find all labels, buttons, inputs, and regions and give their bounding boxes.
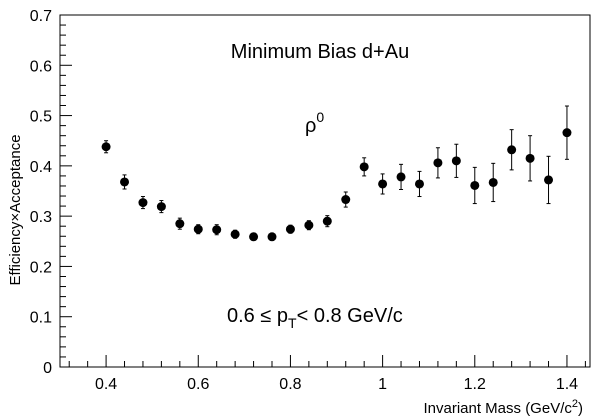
y-tick-label: 0.7 <box>30 8 52 25</box>
data-point <box>488 177 498 187</box>
plot-frame <box>59 14 591 368</box>
data-point <box>544 175 554 185</box>
x-axis-title-main: Invariant Mass (GeV/c <box>423 400 572 417</box>
plot-border <box>59 14 591 368</box>
data-point <box>322 216 332 226</box>
y-tick-label: 0.6 <box>30 58 52 75</box>
x-axis: 0.4 0.6 0.8 1 1.2 1.4 <box>68 355 586 393</box>
x-tick-label: 1 <box>378 376 387 393</box>
pt-subscript: T <box>288 315 297 331</box>
y-tick-label: 0.3 <box>30 209 52 226</box>
data-point <box>414 179 424 189</box>
data-point <box>285 224 295 234</box>
data-point <box>341 195 351 205</box>
data-point <box>562 128 572 138</box>
data-points <box>101 105 572 242</box>
data-point <box>470 180 480 190</box>
y-tick-label: 0.2 <box>30 259 52 276</box>
particle-superscript: 0 <box>316 109 324 125</box>
data-point <box>396 172 406 182</box>
y-tick-label: 0.5 <box>30 109 52 126</box>
data-point <box>120 177 130 187</box>
pt-range-label: 0.6 ≤ pT< 0.8 GeV/c <box>227 305 403 331</box>
data-point <box>507 145 517 155</box>
data-point <box>451 156 461 166</box>
y-tick-label: 0 <box>43 360 52 377</box>
data-point <box>175 219 185 229</box>
x-tick-label: 0.6 <box>187 376 209 393</box>
x-axis-title-end: ) <box>578 400 583 417</box>
y-axis: 0 0.1 0.2 0.3 0.4 0.5 0.6 0.7 <box>30 8 72 377</box>
data-point <box>249 232 259 242</box>
pt-range-start: 0.6 ≤ p <box>227 305 288 327</box>
y-tick-label: 0.4 <box>30 159 52 176</box>
y-tick-label: 0.1 <box>30 310 52 327</box>
x-axis-title: Invariant Mass (GeV/c2) <box>423 398 583 417</box>
particle-label: ρ0 <box>305 109 324 137</box>
data-point <box>433 158 443 168</box>
data-point <box>304 220 314 230</box>
x-axis-title-sup: 2 <box>572 398 578 410</box>
data-point <box>138 198 148 208</box>
x-tick-label: 1.4 <box>556 376 578 393</box>
chart-annotation-title: Minimum Bias d+Au <box>231 41 409 63</box>
data-point <box>525 153 535 163</box>
pt-range-end: < 0.8 GeV/c <box>297 305 403 327</box>
data-point <box>267 232 277 242</box>
data-point <box>378 179 388 189</box>
data-point <box>101 142 111 152</box>
y-axis-title: Efficiency×Acceptance <box>7 134 24 285</box>
particle-symbol: ρ <box>305 115 316 137</box>
data-point <box>193 224 203 234</box>
data-point <box>156 202 166 212</box>
data-point <box>230 229 240 239</box>
data-point <box>359 162 369 172</box>
x-tick-label: 0.8 <box>279 376 301 393</box>
x-tick-label: 1.2 <box>464 376 486 393</box>
data-point <box>212 225 222 235</box>
x-tick-label: 0.4 <box>95 376 117 393</box>
